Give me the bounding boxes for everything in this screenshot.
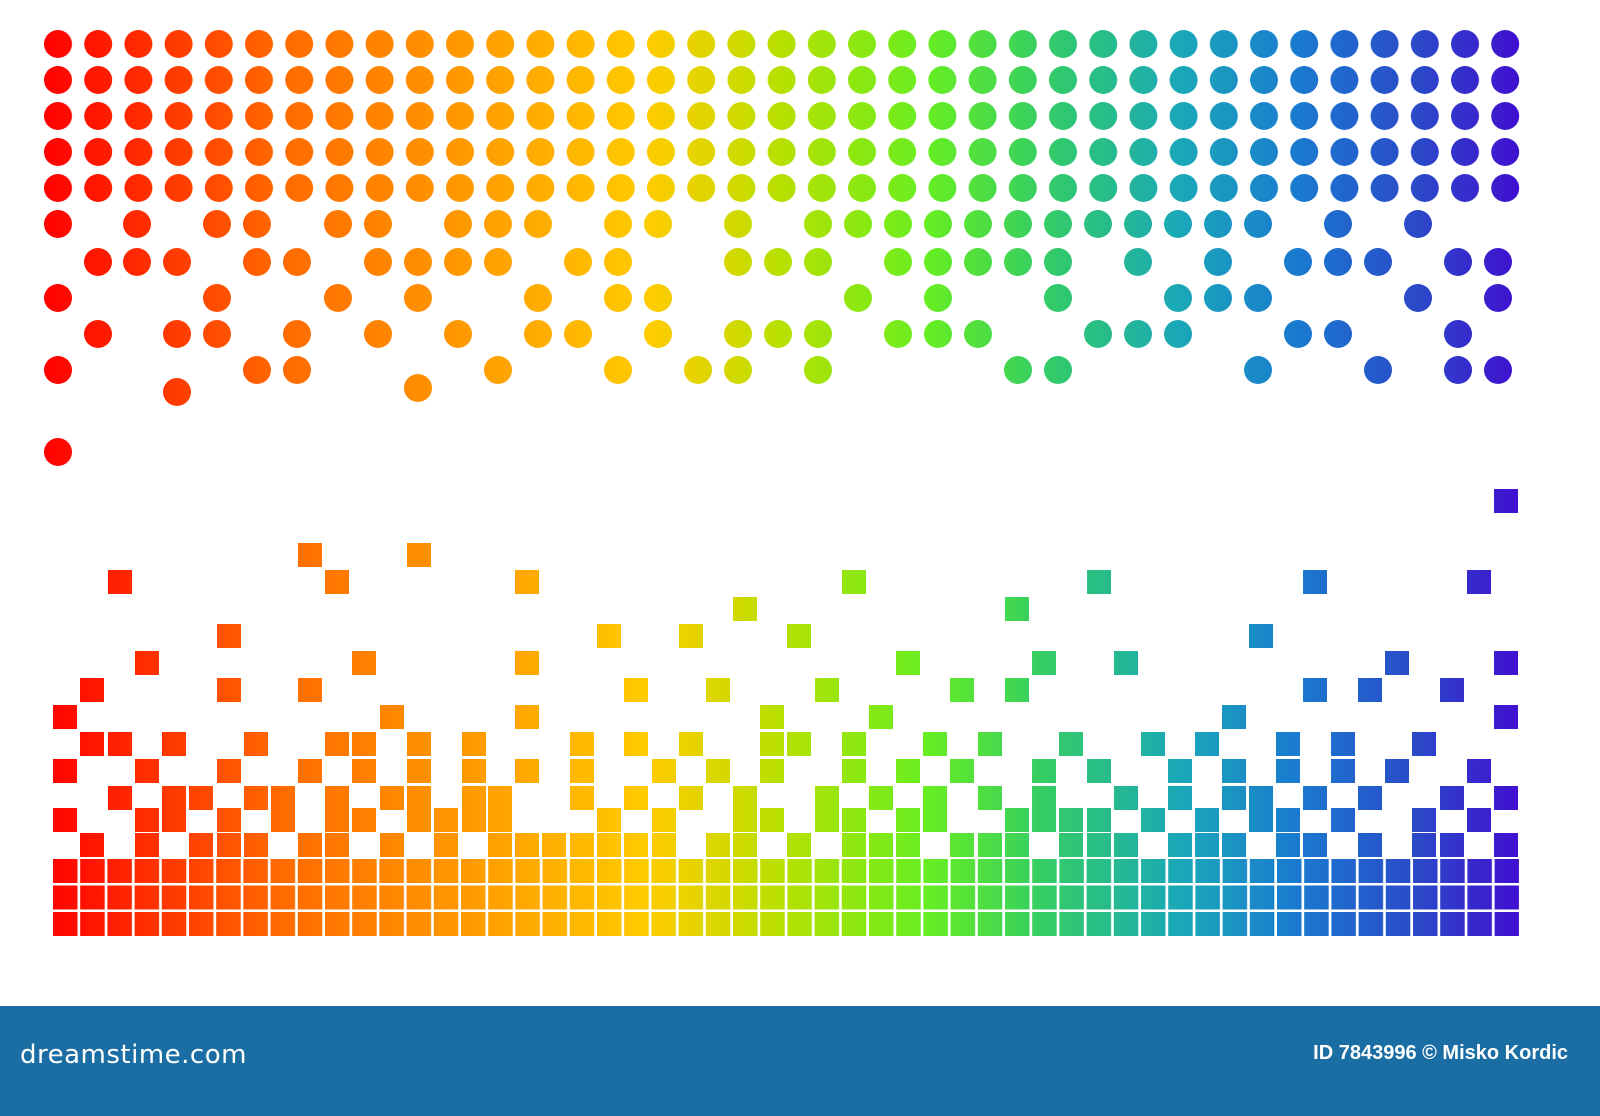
footer-bar: dreamstime.com ID 7843996 © Misko Kordic — [0, 1006, 1600, 1116]
rainbow-graphic — [0, 0, 1600, 950]
image-credit: ID 7843996 © Misko Kordic — [1313, 1042, 1568, 1064]
square-field — [0, 480, 1600, 950]
dot-field — [0, 0, 1600, 500]
site-logo[interactable]: dreamstime.com — [20, 1040, 247, 1070]
